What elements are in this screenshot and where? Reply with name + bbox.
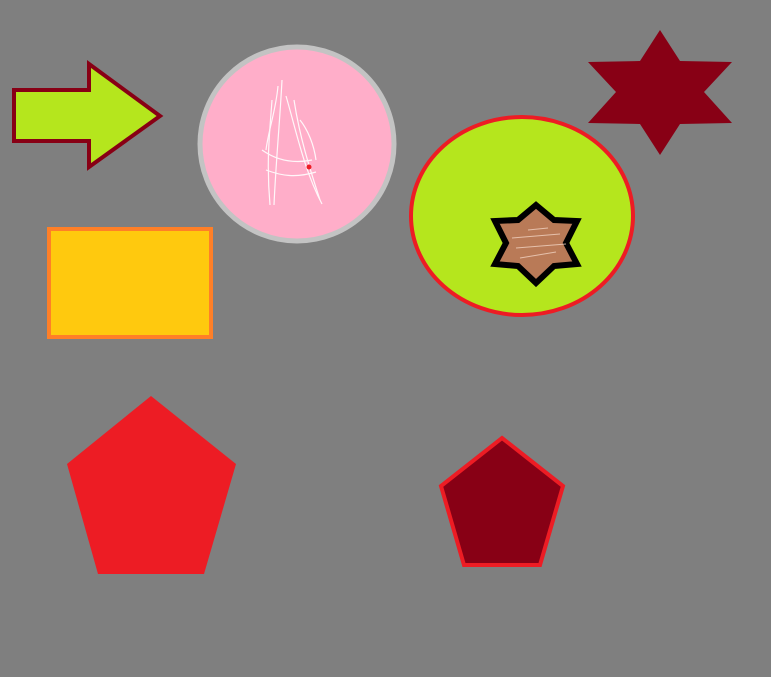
brown-six-point-star-shape bbox=[490, 201, 582, 288]
dark-red-pentagon-shape bbox=[438, 435, 566, 567]
brown-star-group bbox=[490, 201, 582, 288]
red-dot bbox=[306, 164, 312, 170]
pink-circle-group bbox=[197, 44, 397, 244]
yellow-rectangle-shape bbox=[47, 227, 213, 339]
brown-star-texture bbox=[511, 227, 567, 259]
white-scribble-marks bbox=[261, 79, 323, 206]
red-pentagon-shape bbox=[67, 396, 236, 574]
right-arrow-shape bbox=[12, 60, 164, 171]
dark-red-six-point-star-shape bbox=[588, 30, 732, 155]
pink-circle-shape bbox=[197, 44, 397, 244]
